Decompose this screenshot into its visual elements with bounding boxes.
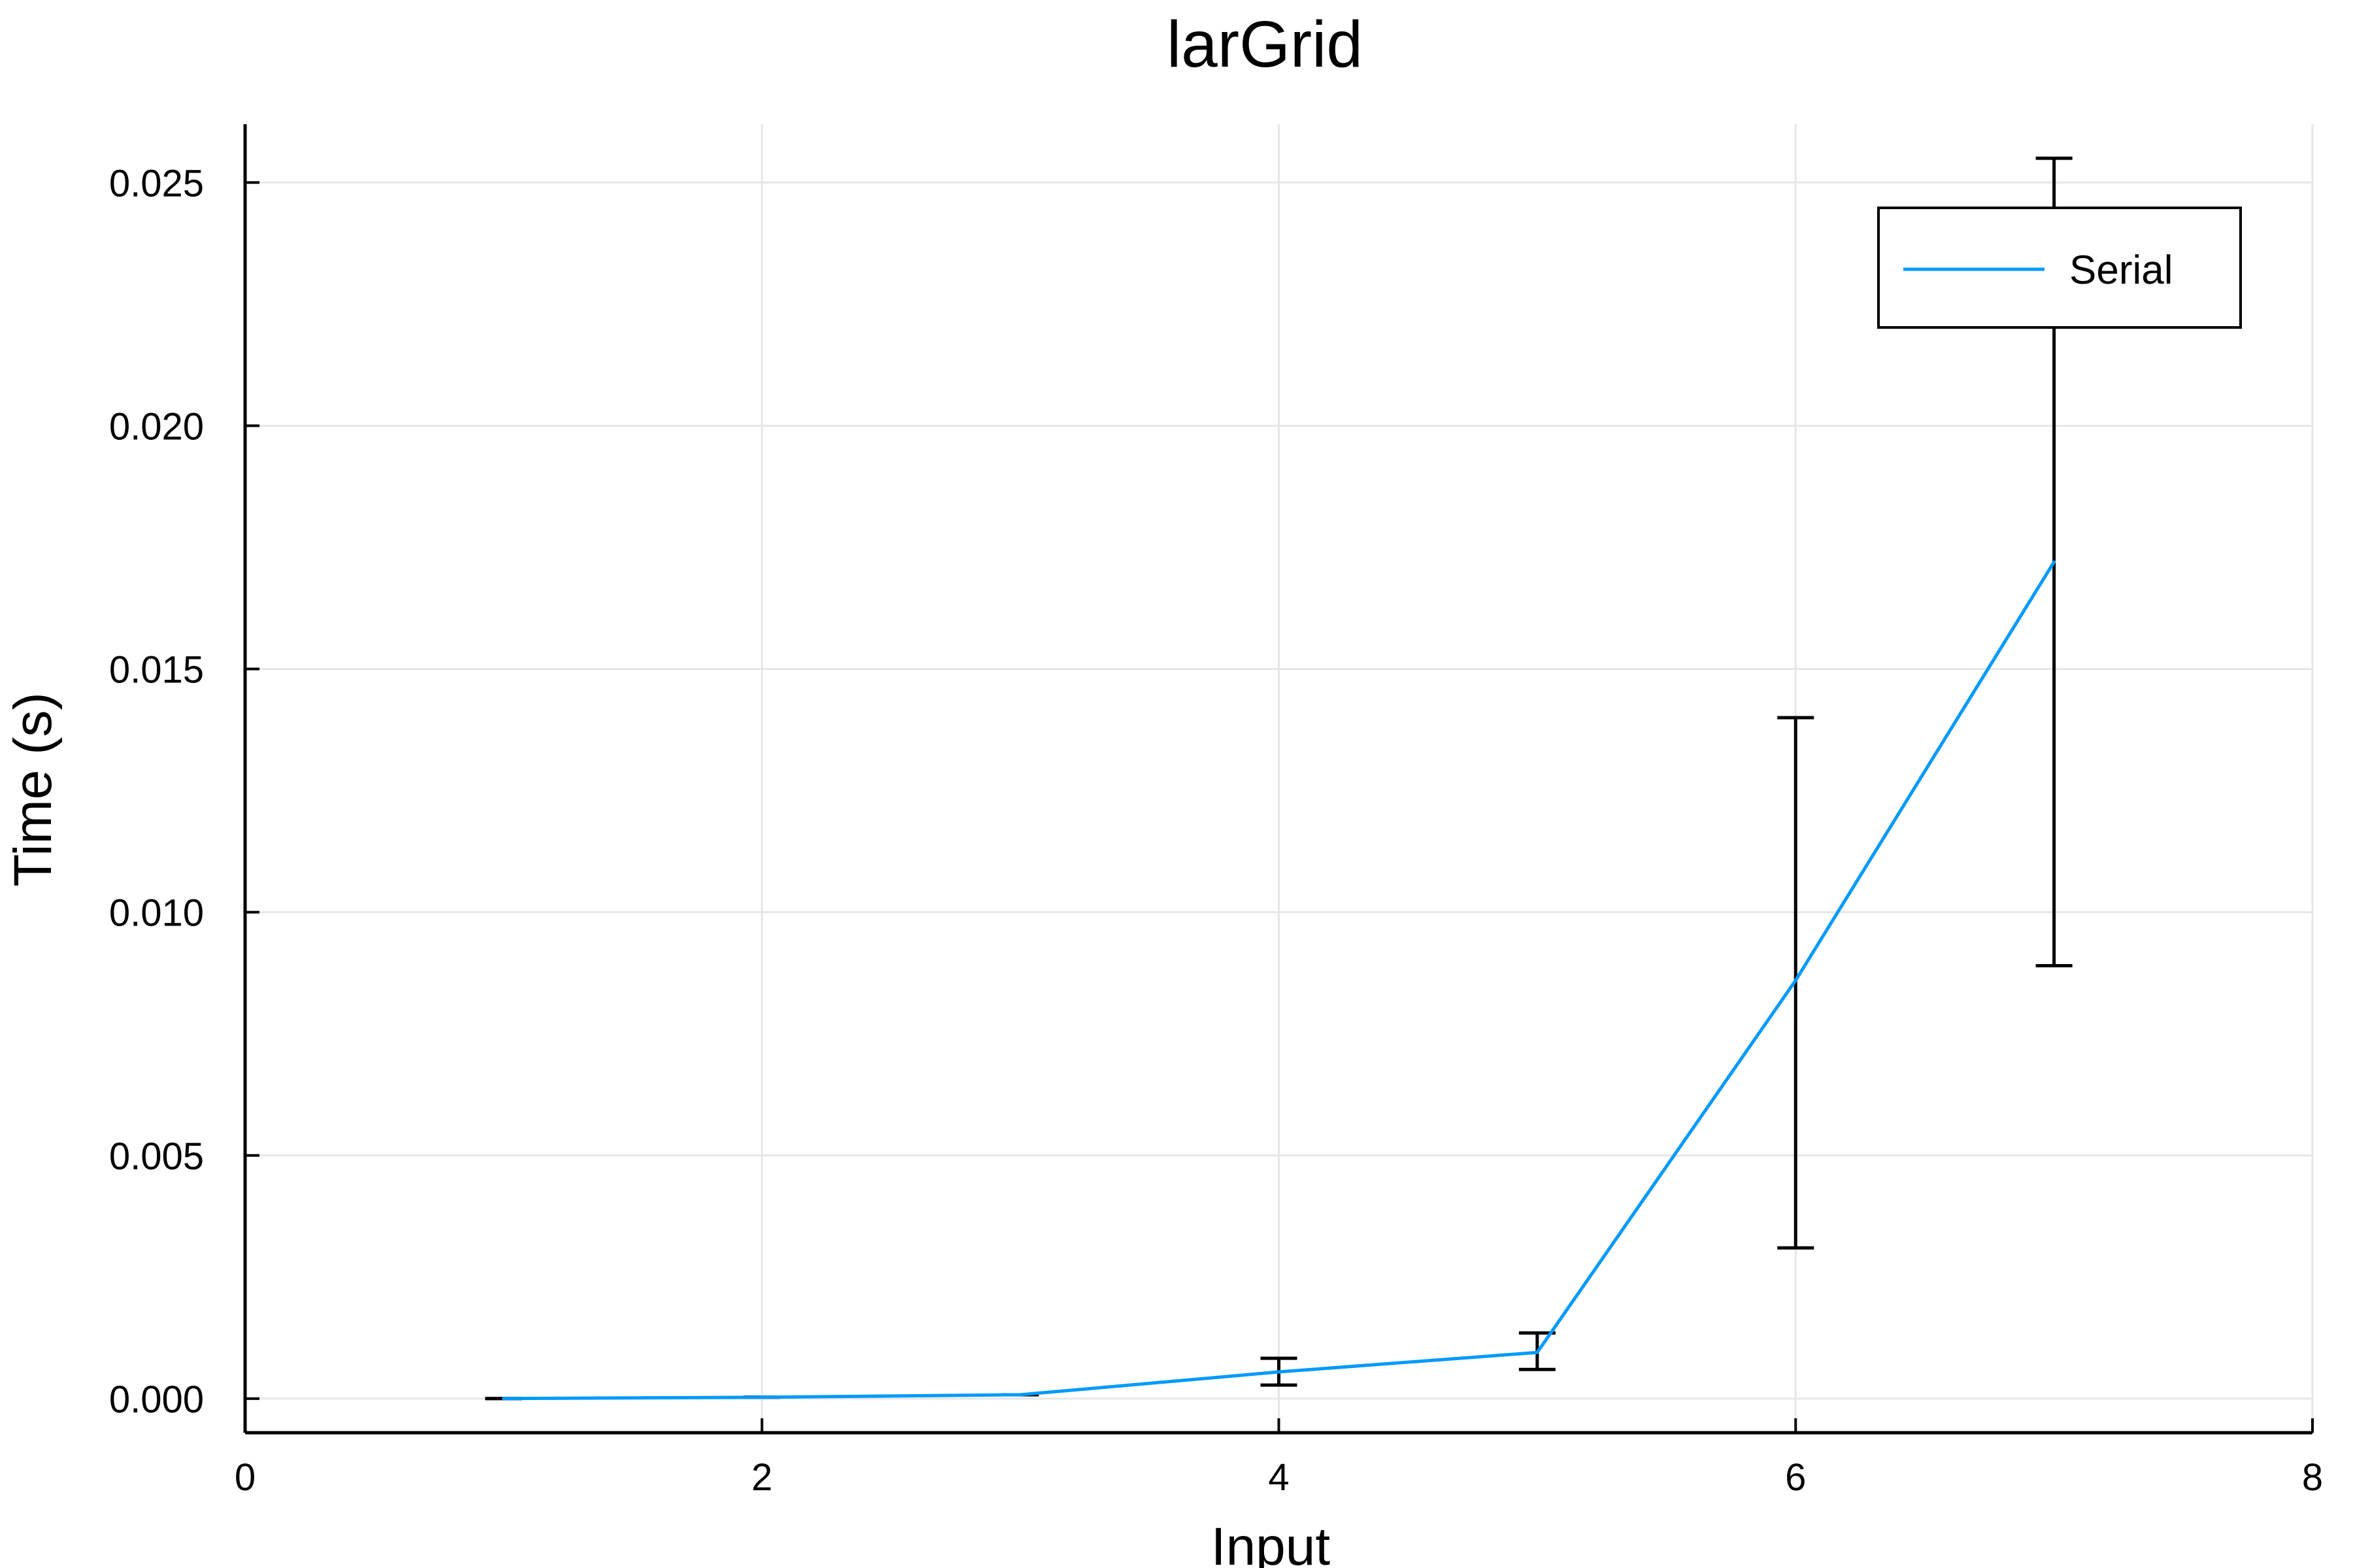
y-tick-label: 0.005 <box>109 1135 204 1178</box>
x-tick-label: 2 <box>752 1456 773 1499</box>
x-tick-label: 6 <box>1785 1456 1806 1499</box>
x-tick-label: 0 <box>235 1456 256 1499</box>
x-tick-label: 4 <box>1268 1456 1289 1499</box>
chart-title: larGrid <box>1167 8 1363 81</box>
y-tick-label: 0.015 <box>109 649 204 692</box>
y-tick-label: 0.020 <box>109 405 204 448</box>
y-tick-label: 0.010 <box>109 892 204 935</box>
x-tick-label: 8 <box>2302 1456 2323 1499</box>
data-point <box>1277 1370 1280 1374</box>
data-point <box>1018 1393 1022 1397</box>
data-point <box>1535 1350 1539 1354</box>
y-axis-title: Time (s) <box>3 692 63 887</box>
data-point <box>2052 560 2056 564</box>
tick-labels: 0 2 4 6 8 0.000 0.005 0.010 0.015 0.020 0.025 <box>109 162 2323 1499</box>
y-tick-label: 0.000 <box>109 1378 204 1421</box>
data-point <box>760 1395 764 1399</box>
x-axis-title: Input <box>1211 1517 1331 1568</box>
axes <box>243 124 2314 1435</box>
legend-label-serial: Serial <box>2069 248 2173 293</box>
legend: Serial <box>1877 207 2242 329</box>
y-tick-label: 0.025 <box>109 162 204 205</box>
data-point <box>501 1397 505 1401</box>
data-point <box>1794 978 1797 982</box>
series-lines <box>501 560 2056 1401</box>
